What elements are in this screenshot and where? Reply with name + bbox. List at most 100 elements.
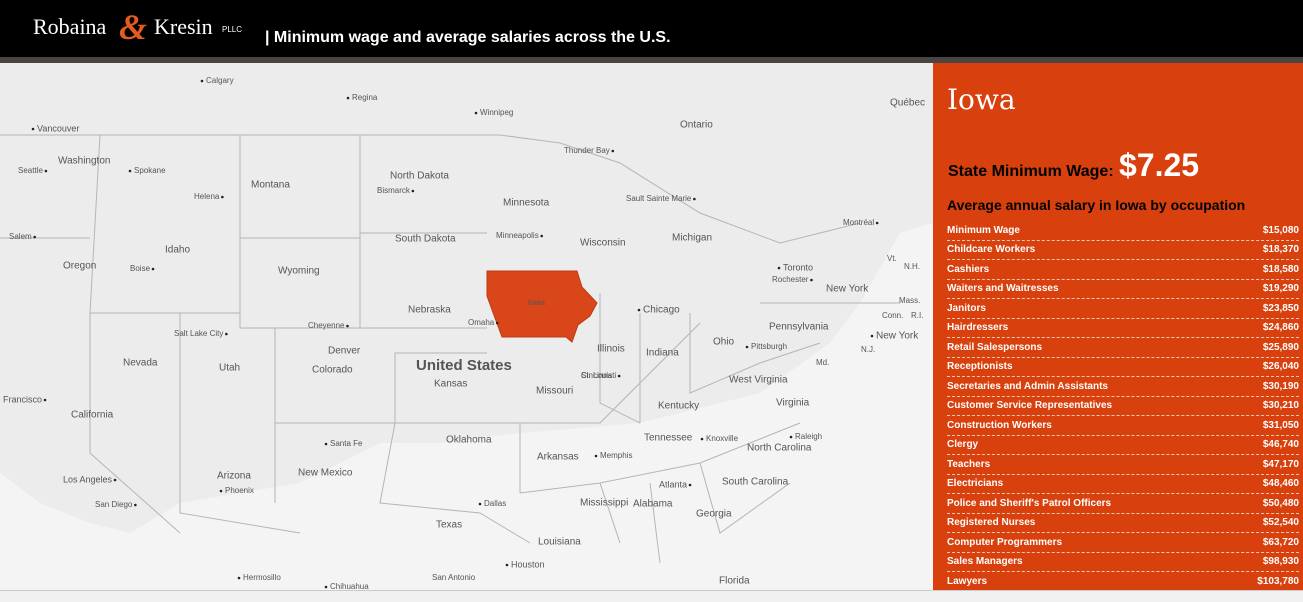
salary: $63,720 <box>1262 536 1299 548</box>
map-label: Phoenix <box>225 486 254 495</box>
map-label: Denver <box>328 346 361 357</box>
occupation: Childcare Workers <box>947 244 1036 256</box>
occupation: Retail Salespersons <box>947 341 1043 353</box>
salary-row: Clergy $46,740 <box>947 436 1299 455</box>
map-label: Idaho <box>165 245 190 256</box>
map-label: Minneapolis <box>496 231 539 240</box>
city-dot <box>693 197 696 201</box>
salary-row: Customer Service Representatives $30,210 <box>947 397 1299 416</box>
city-dot <box>700 437 704 441</box>
salary-row: Janitors $23,850 <box>947 299 1299 319</box>
map-label: California <box>71 410 114 421</box>
borders <box>0 134 900 564</box>
city-dot <box>237 576 241 580</box>
salary: $18,370 <box>1262 244 1299 256</box>
map-label: Boise <box>130 264 151 273</box>
map-label: Md. <box>816 358 829 367</box>
salary: $25,890 <box>1262 341 1299 353</box>
salary-row: Childcare Workers $18,370 <box>947 241 1299 260</box>
salary-row: Minimum Wage $15,080 <box>947 221 1299 241</box>
iowa-highlight[interactable] <box>486 270 598 343</box>
map-label: Chihuahua <box>330 582 369 590</box>
map-label: Dallas <box>484 499 506 508</box>
map-label: Toronto <box>783 262 813 272</box>
map-label: R.I. <box>911 311 923 320</box>
salary-row: Waiters and Waitresses $19,290 <box>947 280 1299 299</box>
salary: $23,850 <box>1262 302 1299 314</box>
map-label: Arkansas <box>537 452 579 463</box>
occupation: Hairdressers <box>947 322 1009 334</box>
map-label: Santa Fe <box>330 439 363 448</box>
map-label: Raleigh <box>795 432 822 441</box>
salary: $50,480 <box>1262 497 1299 509</box>
city-dot <box>128 169 132 173</box>
map-label: North Carolina <box>747 443 812 454</box>
logo[interactable]: Kresin <box>154 14 213 39</box>
city-dot <box>777 266 781 270</box>
map-label: Calgary <box>206 76 234 85</box>
map-label: San Antonio <box>432 573 476 582</box>
map-label: N.H. <box>904 262 920 271</box>
city-dot <box>478 502 482 506</box>
occupation: Janitors <box>947 302 986 314</box>
map-label: Georgia <box>696 509 732 520</box>
salary: $24,860 <box>1262 322 1299 334</box>
map-labels: Calgary Regina Winnipeg Vancouver Ontario Qué… <box>3 76 925 590</box>
occupation: Receptionists <box>947 361 1013 373</box>
occupation: Police and Sheriff's Patrol Officers <box>947 497 1112 509</box>
salary-row: Receptionists $26,040 <box>947 358 1299 377</box>
map-label: Winnipeg <box>480 108 513 117</box>
map-label: Seattle <box>18 166 43 175</box>
logo[interactable]: Robaina <box>33 14 107 39</box>
map-label: Sault Sainte Marie <box>626 194 692 203</box>
city-dot <box>219 489 223 493</box>
city-dot <box>875 221 879 225</box>
salary: $52,540 <box>1262 517 1299 529</box>
city-dot <box>474 111 478 115</box>
map-label: Pennsylvania <box>769 322 829 333</box>
city-dot <box>346 324 349 328</box>
min-wage-label: State Minimum Wage: <box>948 163 1114 180</box>
city-dot <box>225 332 228 336</box>
map-label: Oklahoma <box>446 435 492 446</box>
map-label: New York <box>876 331 919 342</box>
city-dot <box>324 442 328 446</box>
map-label: Kansas <box>434 379 467 390</box>
salary-row: Secretaries and Admin Assistants $30,190 <box>947 377 1299 397</box>
map-label: Colorado <box>312 365 353 376</box>
salary: $30,210 <box>1262 400 1299 412</box>
map-label: Arizona <box>217 471 251 482</box>
map-label: San Diego <box>95 500 133 509</box>
city-dot <box>324 585 328 589</box>
map-label: Indiana <box>646 348 679 359</box>
occupation: Registered Nurses <box>947 517 1036 529</box>
status-bar <box>0 590 1303 602</box>
panel-subtitle: Average annual salary in Iowa by occupat… <box>947 197 1246 213</box>
salary-row: Computer Programmers $63,720 <box>947 533 1299 553</box>
map-label: Mass. <box>899 296 920 305</box>
map-label: Alabama <box>633 499 673 510</box>
map[interactable]: Calgary Regina Winnipeg Vancouver Ontario Qué… <box>0 63 933 590</box>
map-label: West Virginia <box>729 375 788 386</box>
map-label: Los Angeles <box>63 474 113 484</box>
map-label: Illinois <box>597 344 625 355</box>
map-label: South Carolina <box>722 477 789 488</box>
map-label: Florida <box>719 576 750 587</box>
occupation: Teachers <box>947 458 991 470</box>
map-label: Nebraska <box>408 305 451 316</box>
city-dot <box>540 234 544 238</box>
header: Robaina & Kresin PLLC | Minimum wage and… <box>0 0 1303 57</box>
occupation: Construction Workers <box>947 419 1052 431</box>
map-label: Rochester <box>772 275 809 284</box>
salary: $103,780 <box>1257 575 1299 587</box>
map-label: Chicago <box>643 305 680 316</box>
map-label: Missouri <box>536 386 573 397</box>
map-label: Pittsburgh <box>751 342 787 351</box>
salary-row: Construction Workers $31,050 <box>947 416 1299 436</box>
city-dot <box>113 478 117 482</box>
map-label: Washington <box>58 156 110 167</box>
occupation: Clergy <box>947 439 979 451</box>
map-label: Francisco <box>3 394 42 404</box>
page-title: | Minimum wage and average salaries acro… <box>265 29 671 46</box>
map-label: Wyoming <box>278 266 320 277</box>
